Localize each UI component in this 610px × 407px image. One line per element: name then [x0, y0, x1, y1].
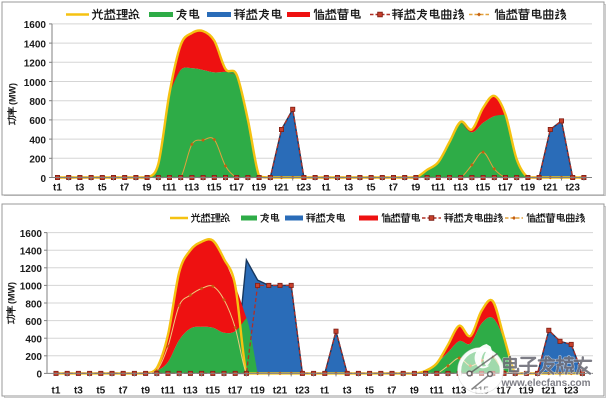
svg-text:400: 400: [29, 135, 46, 146]
svg-text:t15: t15: [207, 183, 222, 194]
svg-text:t17: t17: [229, 183, 244, 194]
svg-text:t9: t9: [410, 386, 419, 397]
svg-text:(MW): (MW): [8, 83, 18, 105]
svg-text:0: 0: [36, 370, 42, 381]
svg-text:t19: t19: [250, 386, 265, 397]
svg-text:t13: t13: [183, 386, 198, 397]
svg-text:t19: t19: [252, 183, 267, 194]
svg-text:t9: t9: [141, 386, 150, 397]
svg-text:t5: t5: [98, 183, 107, 194]
svg-text:t5: t5: [367, 183, 376, 194]
svg-text:t13: t13: [185, 183, 200, 194]
svg-text:200: 200: [29, 155, 46, 166]
svg-text:t3: t3: [344, 183, 353, 194]
svg-text:t23: t23: [295, 386, 310, 397]
svg-text:1200: 1200: [20, 264, 43, 275]
svg-text:1200: 1200: [24, 59, 47, 70]
svg-text:0: 0: [40, 174, 46, 185]
svg-text:t11: t11: [431, 183, 445, 194]
svg-text:t11: t11: [161, 386, 175, 397]
svg-text:t7: t7: [388, 386, 397, 397]
svg-text:t9: t9: [143, 183, 152, 194]
svg-text:t17: t17: [228, 386, 243, 397]
svg-text:t3: t3: [75, 183, 84, 194]
svg-text:1400: 1400: [20, 247, 43, 258]
svg-text:t21: t21: [274, 183, 289, 194]
svg-text:t15: t15: [206, 386, 221, 397]
svg-text:t9: t9: [411, 183, 420, 194]
svg-text:t7: t7: [120, 183, 129, 194]
svg-text:400: 400: [25, 335, 42, 346]
svg-text:1000: 1000: [20, 282, 43, 293]
svg-text:t3: t3: [74, 386, 83, 397]
svg-text:t7: t7: [389, 183, 398, 194]
svg-text:1600: 1600: [20, 229, 43, 240]
svg-text:t17: t17: [498, 183, 513, 194]
svg-text:t3: t3: [343, 386, 352, 397]
svg-text:t19: t19: [521, 183, 536, 194]
svg-text:t23: t23: [565, 183, 580, 194]
svg-text:t5: t5: [365, 386, 374, 397]
svg-text:t21: t21: [273, 386, 288, 397]
svg-text:600: 600: [25, 317, 42, 328]
svg-text:800: 800: [25, 299, 42, 310]
svg-text:t1: t1: [322, 183, 331, 194]
svg-text:t5: t5: [96, 386, 105, 397]
svg-text:600: 600: [29, 116, 46, 127]
svg-text:t23: t23: [297, 183, 312, 194]
svg-text:t1: t1: [320, 386, 329, 397]
svg-text:t1: t1: [52, 386, 61, 397]
svg-text:1000: 1000: [24, 78, 47, 89]
svg-text:t21: t21: [543, 183, 558, 194]
svg-text:t7: t7: [119, 386, 128, 397]
svg-text:(MW): (MW): [7, 282, 17, 304]
svg-text:t1: t1: [53, 183, 62, 194]
svg-text:1400: 1400: [24, 39, 47, 50]
svg-text:200: 200: [25, 352, 42, 363]
svg-text:t13: t13: [453, 183, 468, 194]
svg-text:t11: t11: [163, 183, 177, 194]
svg-text:1600: 1600: [24, 20, 47, 31]
svg-text:www.elecfans.com: www.elecfans.com: [500, 378, 590, 389]
svg-text:t15: t15: [476, 183, 491, 194]
svg-text:t11: t11: [430, 386, 444, 397]
svg-text:800: 800: [29, 97, 46, 108]
